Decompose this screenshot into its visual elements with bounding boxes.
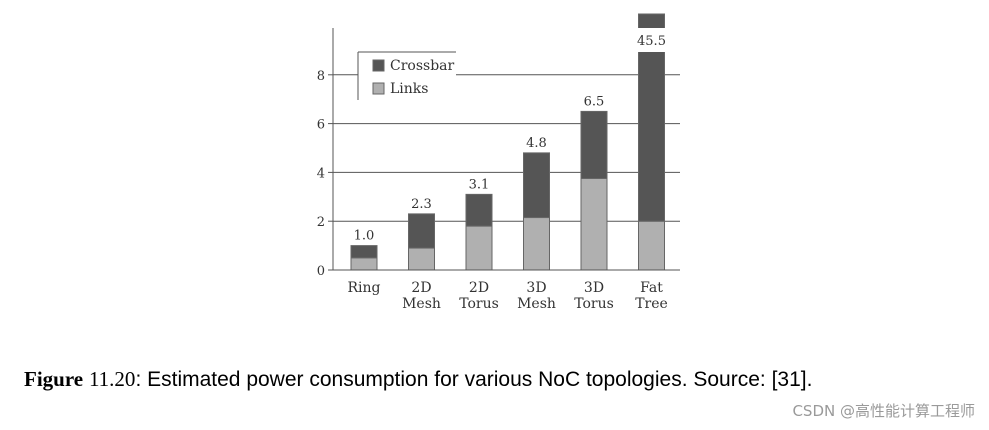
caption-text: : Estimated power consumption for variou… xyxy=(135,368,813,391)
legend-swatch xyxy=(372,59,385,72)
x-category-label: 2D xyxy=(469,280,489,296)
x-category-label: Torus xyxy=(459,296,499,312)
y-tick-label: 2 xyxy=(317,215,325,230)
legend-label: Crossbar xyxy=(390,58,455,74)
y-tick-label: 0 xyxy=(317,264,325,279)
legend-swatch xyxy=(372,82,385,95)
bar-crossbar-segment xyxy=(523,152,550,219)
bar-links-segment xyxy=(408,247,435,271)
bar-crossbar-segment xyxy=(465,193,493,227)
bar-total-label: 45.5 xyxy=(637,34,666,49)
x-category-label: 3D xyxy=(526,280,546,296)
bar-crossbar-segment xyxy=(350,245,378,259)
bar-links-segment xyxy=(350,257,378,271)
stacked-bar-chart: 024681.0Ring2.32DMesh3.12DTorus4.83DMesh… xyxy=(317,13,680,312)
bar-crossbar-segment xyxy=(408,213,435,249)
axes xyxy=(328,28,680,271)
x-category-label: Fat xyxy=(640,280,663,296)
caption-figure-word: Figure xyxy=(24,367,84,391)
x-category-label: Mesh xyxy=(517,296,556,312)
bar-crossbar-segment xyxy=(580,110,608,179)
bars xyxy=(350,13,666,271)
legend: Crossbar Links xyxy=(357,51,456,100)
y-tick-label: 6 xyxy=(317,118,325,133)
figure-caption: Figure 11.20: Estimated power consumptio… xyxy=(24,367,812,392)
labels: 024681.0Ring2.32DMesh3.12DTorus4.83DMesh… xyxy=(317,34,668,312)
x-category-label: 2D xyxy=(411,280,431,296)
x-category-label: Ring xyxy=(348,280,381,296)
bar-total-label: 1.0 xyxy=(354,229,375,244)
legend-label: Links xyxy=(390,81,428,97)
bar-total-label: 3.1 xyxy=(469,177,490,192)
x-category-label: Tree xyxy=(635,296,668,312)
bar-links-segment xyxy=(638,220,665,271)
y-tick-label: 4 xyxy=(317,166,325,181)
bar-links-segment xyxy=(465,225,493,271)
caption-figure-number: 11.20 xyxy=(88,367,136,391)
watermark-text: CSDN @高性能计算工程师 xyxy=(792,402,975,420)
bar-total-label: 4.8 xyxy=(526,136,547,151)
bar-total-label: 6.5 xyxy=(584,94,605,109)
bar-links-segment xyxy=(523,217,550,271)
x-category-label: Torus xyxy=(574,296,614,312)
bar-links-segment xyxy=(580,178,608,271)
y-tick-label: 8 xyxy=(317,69,325,84)
bar-break-band xyxy=(637,28,666,52)
x-category-label: 3D xyxy=(584,280,604,296)
bar-total-label: 2.3 xyxy=(411,197,432,212)
x-category-label: Mesh xyxy=(402,296,441,312)
